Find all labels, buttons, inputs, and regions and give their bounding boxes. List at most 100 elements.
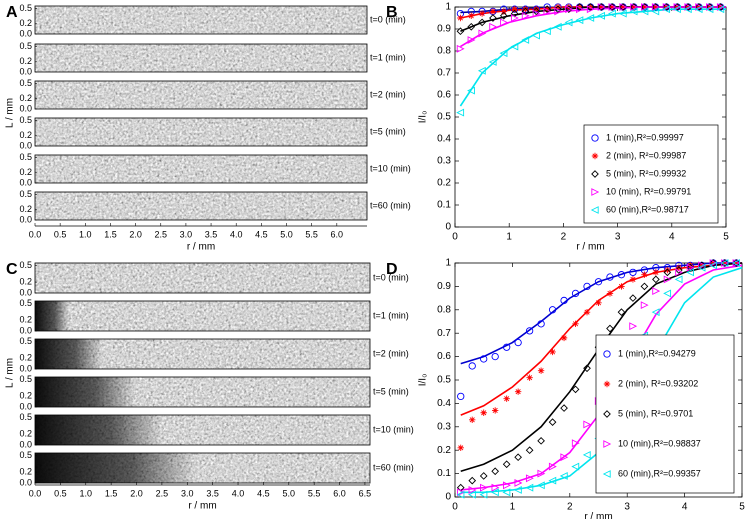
marker xyxy=(598,3,605,11)
marker xyxy=(572,320,579,328)
marker xyxy=(617,271,626,279)
marker xyxy=(548,306,557,314)
marker xyxy=(525,327,534,335)
y-tick-label: 0.2 xyxy=(19,93,32,103)
marker xyxy=(583,308,591,316)
legend-marker xyxy=(603,410,611,418)
marker xyxy=(514,479,523,487)
y-tick-label: 0 xyxy=(445,492,451,503)
marker xyxy=(652,287,661,296)
marker xyxy=(716,3,725,11)
legend-label: 1 (min),R²=0.94279 xyxy=(618,348,696,358)
marker xyxy=(478,29,487,38)
legend-marker xyxy=(603,350,611,358)
strip-frame xyxy=(34,80,368,110)
y-tick-label: 0.3 xyxy=(437,421,451,432)
y-tick-label: 0.5 xyxy=(19,78,32,88)
panel-label: B xyxy=(386,4,398,21)
y-tick-label: 0.0 xyxy=(19,325,32,335)
x-tick-label: 3 xyxy=(624,502,630,513)
x-tick-label: 0 xyxy=(452,232,458,243)
y-tick-label: 0.5 xyxy=(437,375,451,386)
x-tick-label: 5.0 xyxy=(280,229,293,239)
marker xyxy=(597,11,605,20)
marker xyxy=(710,259,717,267)
y-tick-label: 0.5 xyxy=(19,374,32,384)
marker xyxy=(705,5,714,14)
marker xyxy=(456,44,465,53)
legend-marker xyxy=(603,380,611,388)
marker xyxy=(597,3,606,11)
x-tick-label: 4.5 xyxy=(257,488,270,498)
y-tick-label: 0.6 xyxy=(437,351,451,362)
marker xyxy=(720,259,729,267)
y-tick-label: 0.5 xyxy=(19,260,32,270)
marker xyxy=(608,3,616,11)
marker xyxy=(629,294,637,302)
marker xyxy=(586,14,595,22)
marker xyxy=(673,5,681,14)
marker xyxy=(525,474,534,483)
marker xyxy=(586,5,595,14)
marker xyxy=(489,14,497,22)
x-tick-label: 2 xyxy=(567,502,573,513)
marker xyxy=(548,476,557,485)
y-tick-label: 0.2 xyxy=(437,178,451,189)
marker xyxy=(606,273,614,281)
marker xyxy=(457,444,464,452)
marker xyxy=(537,469,546,478)
x-axis-label: r / mm xyxy=(576,242,604,253)
marker xyxy=(587,3,594,11)
marker xyxy=(468,12,475,19)
marker xyxy=(560,404,568,412)
marker xyxy=(480,483,488,492)
strip-label: t=5 (min) xyxy=(370,126,406,136)
strip-label: t=0 (min) xyxy=(373,272,409,282)
marker xyxy=(684,3,692,11)
marker xyxy=(548,418,557,426)
marker xyxy=(468,362,476,370)
marker xyxy=(499,49,508,58)
marker xyxy=(478,10,486,17)
x-axis-label: r / mm xyxy=(188,501,216,512)
marker xyxy=(651,308,660,317)
y-tick-label: 0.0 xyxy=(19,28,32,38)
marker xyxy=(500,18,508,27)
legend-marker xyxy=(602,470,611,478)
marker xyxy=(468,490,476,499)
marker xyxy=(537,367,545,374)
panel-label: D xyxy=(386,261,398,278)
image-strip xyxy=(35,6,367,34)
marker xyxy=(717,3,724,11)
y-tick-label: 1 xyxy=(445,2,451,13)
marker xyxy=(565,5,574,14)
marker xyxy=(525,483,534,492)
marker xyxy=(571,462,580,471)
marker xyxy=(695,3,703,11)
y-tick-label: 0.8 xyxy=(437,304,451,315)
marker xyxy=(503,395,510,402)
x-tick-label: 3.0 xyxy=(180,229,193,239)
x-tick-label: 1.5 xyxy=(105,488,118,498)
x-tick-label: 3 xyxy=(615,232,621,243)
y-tick-label: 0.5 xyxy=(19,336,32,346)
marker xyxy=(606,324,614,333)
x-axis-label: r / mm xyxy=(584,512,612,519)
x-tick-label: 3.5 xyxy=(206,488,219,498)
strip-label: t=5 (min) xyxy=(373,386,409,396)
marker xyxy=(467,86,475,95)
image-strip xyxy=(35,155,367,183)
marker xyxy=(560,334,568,342)
marker xyxy=(733,259,740,267)
marker xyxy=(732,259,741,267)
marker xyxy=(548,462,557,471)
marker xyxy=(537,320,545,328)
marker xyxy=(489,22,498,31)
marker xyxy=(526,374,533,381)
y-tick-label: 0.0 xyxy=(19,439,32,449)
marker xyxy=(456,490,465,499)
y-tick-label: 0.9 xyxy=(437,281,451,292)
marker xyxy=(549,348,556,356)
marker xyxy=(571,289,580,298)
legend-marker xyxy=(591,188,600,196)
